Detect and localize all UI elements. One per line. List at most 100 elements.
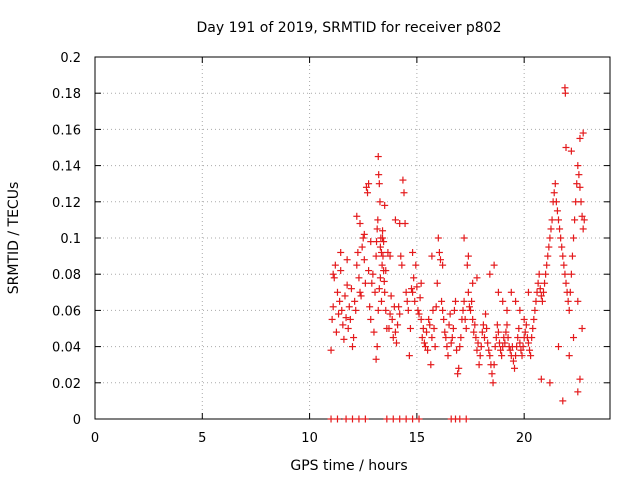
- data-point: [445, 321, 453, 329]
- data-point: [469, 279, 477, 287]
- data-point: [561, 270, 569, 278]
- data-point: [444, 352, 452, 360]
- data-point: [404, 306, 412, 314]
- data-point: [427, 361, 435, 369]
- data-point: [529, 325, 537, 332]
- data-point: [396, 220, 404, 228]
- y-tick-label: 0.08: [52, 268, 81, 283]
- data-point: [454, 370, 462, 378]
- data-point: [391, 216, 399, 224]
- data-point: [330, 274, 338, 282]
- y-tick-label: 0.18: [52, 87, 81, 102]
- data-point: [413, 283, 421, 291]
- data-point: [562, 279, 570, 287]
- data-point: [409, 248, 417, 256]
- y-tick-label: 0.2: [60, 51, 81, 66]
- data-point: [416, 294, 424, 302]
- data-point: [353, 261, 361, 269]
- data-point: [526, 346, 534, 354]
- data-point: [343, 256, 351, 264]
- data-point: [412, 261, 420, 269]
- data-point: [494, 328, 502, 336]
- data-point: [486, 270, 494, 278]
- data-point: [562, 144, 570, 151]
- data-point: [566, 288, 574, 296]
- data-point: [414, 306, 422, 314]
- data-point: [442, 334, 450, 342]
- data-point: [532, 297, 540, 305]
- data-point: [577, 198, 585, 206]
- data-point: [552, 198, 560, 206]
- data-point: [574, 162, 582, 170]
- data-point: [546, 234, 554, 242]
- data-point: [425, 315, 433, 323]
- data-point: [473, 274, 481, 282]
- data-point: [490, 361, 498, 369]
- axis-ticks: 0 0.02 0.04 0.06 0.08 0.1 0.12 0.14 0.16 0.18 0.2 0…: [52, 51, 610, 446]
- data-point: [361, 279, 369, 287]
- data-point: [391, 328, 399, 336]
- data-point: [364, 189, 372, 197]
- data-point: [410, 274, 418, 282]
- data-point: [415, 415, 423, 423]
- data-point: [547, 225, 555, 233]
- data-point: [531, 306, 539, 314]
- data-point: [524, 288, 532, 296]
- data-point: [384, 248, 392, 256]
- data-point: [546, 379, 554, 387]
- data-point: [467, 306, 475, 314]
- data-point: [477, 343, 485, 351]
- data-point: [511, 364, 519, 372]
- data-point: [542, 270, 550, 278]
- data-point: [342, 314, 350, 322]
- data-point: [360, 230, 368, 238]
- data-point: [365, 267, 373, 275]
- data-point: [555, 216, 562, 224]
- data-point: [512, 352, 520, 360]
- data-point: [365, 180, 373, 188]
- data-point: [375, 171, 383, 179]
- data-point: [576, 375, 584, 383]
- data-point: [327, 415, 335, 423]
- data-point: [504, 334, 512, 342]
- data-point: [383, 415, 391, 423]
- data-point: [536, 285, 544, 293]
- data-point: [389, 415, 397, 423]
- data-point: [417, 279, 425, 287]
- data-point: [480, 334, 488, 342]
- data-point: [355, 274, 363, 282]
- data-point: [443, 343, 451, 351]
- data-point: [578, 212, 586, 220]
- data-point: [484, 339, 492, 347]
- data-point: [507, 288, 515, 296]
- data-point: [555, 343, 562, 351]
- x-axis-title: GPS time / hours: [290, 458, 407, 474]
- data-point: [499, 343, 507, 351]
- grid-lines: [95, 57, 610, 419]
- data-point: [366, 303, 374, 311]
- data-point: [349, 343, 356, 351]
- data-point: [499, 297, 507, 305]
- y-tick-label: 0.02: [52, 377, 81, 392]
- data-point: [387, 292, 395, 300]
- data-point: [561, 89, 569, 97]
- data-point: [516, 339, 524, 347]
- data-point: [424, 346, 432, 354]
- data-point: [521, 328, 529, 336]
- data-point: [382, 306, 390, 314]
- data-point: [409, 415, 417, 423]
- data-point: [522, 321, 530, 329]
- data-point: [462, 325, 470, 332]
- data-point: [539, 288, 547, 296]
- data-point: [396, 415, 404, 423]
- data-point: [421, 343, 429, 351]
- data-point: [354, 248, 362, 256]
- data-point: [503, 321, 511, 329]
- data-point: [417, 315, 425, 323]
- y-tick-label: 0.04: [52, 341, 81, 356]
- data-point: [574, 388, 582, 396]
- data-point: [371, 288, 379, 296]
- data-point: [533, 288, 541, 296]
- data-point: [350, 334, 358, 342]
- data-point: [519, 343, 527, 351]
